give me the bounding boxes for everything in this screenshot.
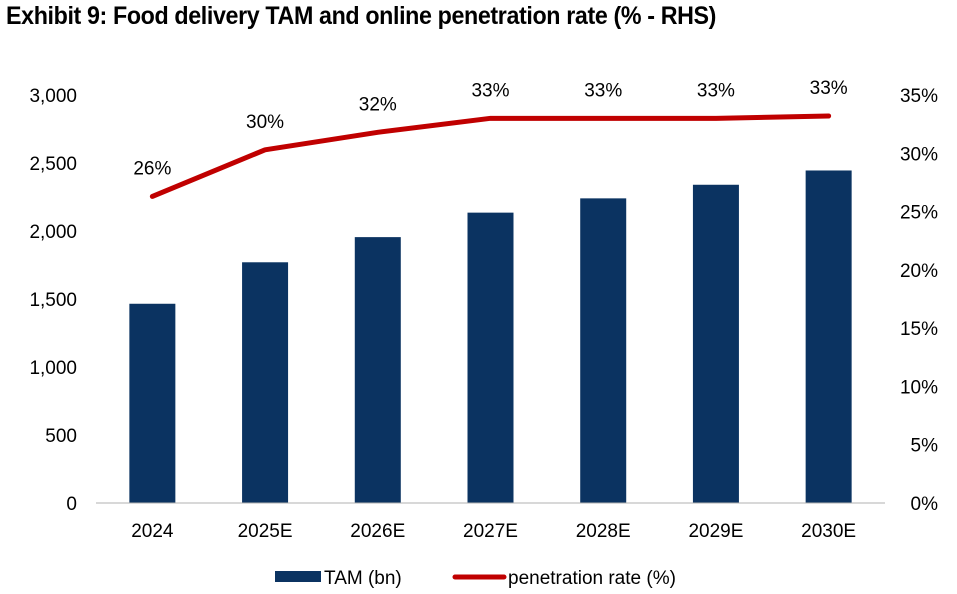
x-axis-tick-label: 2028E (576, 521, 631, 542)
x-axis-tick-label: 2029E (688, 521, 743, 542)
right-axis-tick-label: 5% (911, 436, 939, 457)
tam-bars (129, 170, 852, 504)
penetration-data-label: 32% (359, 94, 397, 115)
left-axis-tick-label: 500 (45, 426, 77, 447)
right-axis-tick-label: 10% (900, 377, 938, 398)
legend-label-penetration: penetration rate (%) (508, 568, 676, 589)
tam-bar (354, 237, 401, 503)
right-axis-tick-label: 15% (900, 319, 938, 340)
penetration-data-label: 33% (471, 80, 509, 101)
x-axis-tick-label: 2025E (238, 521, 293, 542)
legend: TAM (bn) penetration rate (%) (275, 568, 676, 589)
tam-bar (129, 303, 176, 503)
x-axis-tick-label: 2027E (463, 521, 518, 542)
tam-bar (805, 170, 852, 504)
left-axis-tick-label: 2,500 (29, 154, 77, 175)
chart-title: Exhibit 9: Food delivery TAM and online … (6, 2, 717, 30)
right-axis-tick-label: 25% (900, 203, 938, 224)
legend-label-tam: TAM (bn) (324, 568, 402, 589)
tam-bar (242, 262, 289, 503)
tam-bar (467, 212, 514, 503)
right-axis: 0% 5% 10% 15% 20% 25% 30% 35% (900, 86, 938, 515)
legend-swatch-tam (275, 571, 321, 582)
right-axis-tick-label: 0% (911, 494, 939, 515)
x-axis-tick-label: 2024 (131, 521, 174, 542)
left-axis: 0 500 1,000 1,500 2,000 2,500 3,000 (29, 86, 77, 515)
left-axis-tick-label: 1,000 (29, 358, 77, 379)
penetration-data-label: 33% (810, 78, 848, 99)
tam-bar (580, 198, 627, 504)
right-axis-tick-label: 35% (900, 86, 938, 107)
x-axis: 2024 2025E 2026E 2027E 2028E 2029E 2030E (131, 521, 856, 542)
left-axis-tick-label: 3,000 (29, 86, 77, 107)
tam-bar (692, 184, 739, 503)
x-axis-tick-label: 2030E (801, 521, 856, 542)
penetration-data-labels: 26% 30% 32% 33% 33% 33% 33% (133, 78, 847, 179)
right-axis-tick-label: 30% (900, 144, 938, 165)
right-axis-tick-label: 20% (900, 261, 938, 282)
left-axis-tick-label: 1,500 (29, 290, 77, 311)
x-axis-tick-label: 2026E (350, 521, 405, 542)
left-axis-tick-label: 2,000 (29, 222, 77, 243)
left-axis-tick-label: 0 (66, 494, 77, 515)
penetration-data-label: 30% (246, 112, 284, 133)
penetration-line-series (149, 113, 832, 199)
penetration-data-label: 26% (133, 158, 171, 179)
penetration-data-label: 33% (697, 80, 735, 101)
penetration-data-label: 33% (584, 80, 622, 101)
